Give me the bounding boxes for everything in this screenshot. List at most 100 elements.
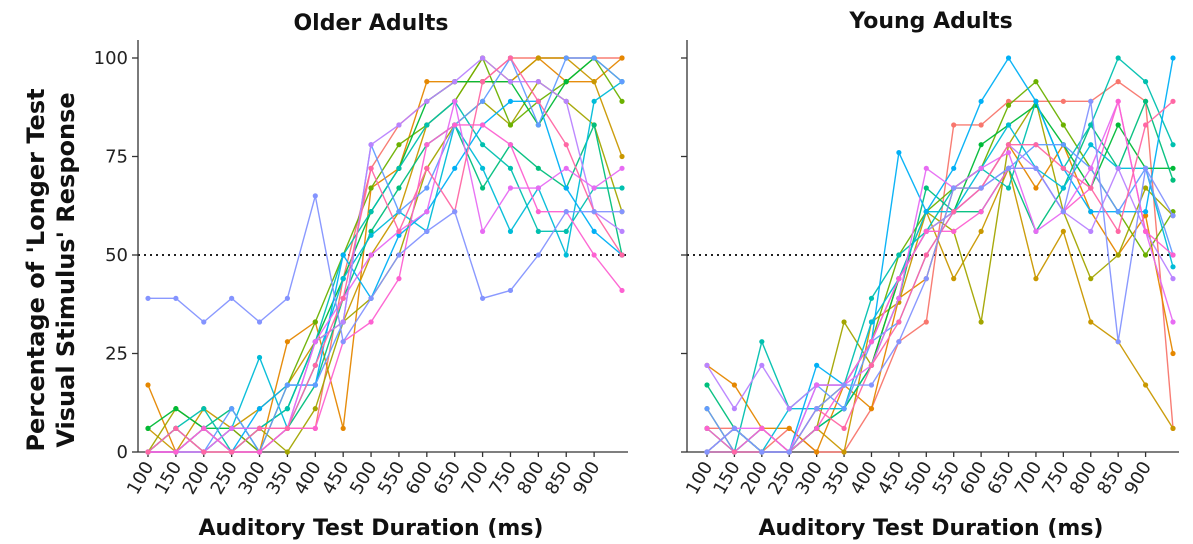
data-point — [229, 425, 235, 431]
data-point — [923, 185, 929, 191]
data-point — [591, 185, 597, 191]
data-point — [1170, 350, 1176, 357]
data-point — [452, 165, 458, 171]
series-7 — [145, 122, 625, 455]
y-tick-label: 0 — [117, 442, 128, 463]
series-line — [147, 56, 623, 454]
data-point — [1170, 142, 1176, 148]
data-point — [978, 142, 984, 148]
data-point — [759, 425, 765, 431]
data-point — [1170, 177, 1176, 183]
data-point — [1060, 142, 1066, 148]
data-point — [396, 209, 402, 215]
data-point — [1142, 228, 1149, 234]
y-tick-label: 25 — [105, 344, 128, 365]
data-point — [535, 55, 541, 61]
y-axis-label: Percentage of 'Longer Test Visual Stimul… — [22, 88, 80, 451]
data-point — [1060, 228, 1066, 234]
data-point — [256, 449, 263, 455]
data-point — [173, 449, 179, 455]
data-point — [1033, 165, 1039, 171]
data-point — [1033, 185, 1039, 191]
data-point — [1115, 252, 1121, 258]
data-point — [591, 252, 597, 258]
x-tick-label: 550 — [374, 458, 409, 498]
data-point — [896, 252, 902, 258]
data-point — [868, 382, 875, 388]
data-point — [619, 79, 625, 85]
data-point — [1170, 98, 1176, 104]
series-line — [706, 98, 1174, 454]
data-point — [396, 228, 402, 234]
series-line — [707, 80, 1174, 453]
data-point — [368, 165, 374, 171]
series-line — [148, 101, 623, 453]
data-point — [951, 276, 957, 282]
data-point — [841, 382, 847, 388]
data-point — [396, 165, 402, 171]
data-point — [479, 79, 486, 85]
series-line — [147, 100, 622, 454]
x-tick-label: 200 — [737, 458, 772, 498]
data-point — [704, 425, 710, 431]
series-6 — [704, 102, 1176, 455]
data-point — [1060, 185, 1066, 191]
data-point — [396, 232, 402, 238]
data-point — [563, 228, 569, 234]
data-point — [868, 319, 875, 325]
x-tick-label: 300 — [792, 458, 827, 498]
data-point — [1033, 79, 1039, 85]
data-point — [1060, 98, 1066, 104]
data-point — [312, 362, 318, 368]
data-point — [479, 185, 486, 191]
data-point — [507, 185, 514, 191]
x-tick-label: 650 — [430, 458, 465, 498]
data-point — [704, 449, 710, 455]
data-point — [1060, 165, 1066, 171]
x-tick-label: 600 — [956, 458, 991, 498]
series-group — [704, 55, 1176, 455]
data-point — [841, 406, 847, 412]
x-tick-label: 650 — [983, 458, 1018, 498]
data-point — [896, 276, 902, 282]
x-tick-label: 800 — [513, 458, 548, 498]
series-13 — [145, 98, 625, 455]
data-point — [923, 165, 929, 171]
data-point — [1142, 98, 1149, 104]
x-tick-label: 200 — [179, 458, 214, 498]
x-tick-label: 150 — [709, 458, 744, 498]
data-point — [591, 98, 597, 104]
data-point — [452, 209, 458, 215]
series-12 — [704, 142, 1176, 412]
data-point — [1142, 252, 1149, 258]
x-tick-label: 900 — [1121, 458, 1156, 498]
x-tick-label: 450 — [874, 458, 909, 498]
series-line — [147, 56, 623, 454]
panel-title-older-adults: Older Adults — [293, 11, 448, 36]
data-point — [841, 319, 847, 325]
data-point — [978, 209, 984, 215]
data-point — [424, 122, 430, 128]
data-point — [1088, 165, 1094, 171]
data-point — [535, 98, 541, 104]
data-point — [452, 122, 458, 128]
x-tick-label: 250 — [207, 458, 242, 498]
panel-young-adults: Young Adults 100150200250300350400450500… — [681, 9, 1179, 541]
data-point — [340, 339, 346, 345]
data-point — [1033, 228, 1039, 234]
data-point — [535, 185, 541, 191]
y-tick-label: 75 — [105, 147, 128, 168]
data-point — [201, 449, 207, 455]
series-line — [706, 123, 1174, 454]
data-point — [368, 185, 374, 191]
data-point — [1115, 165, 1121, 171]
data-point — [340, 425, 346, 431]
data-point — [731, 449, 738, 455]
data-point — [923, 228, 929, 234]
data-point — [1142, 209, 1149, 215]
data-point — [1005, 98, 1012, 104]
data-point — [896, 339, 902, 345]
data-point — [619, 165, 625, 171]
y-tick-label: 100 — [94, 48, 128, 69]
data-point — [786, 449, 792, 455]
